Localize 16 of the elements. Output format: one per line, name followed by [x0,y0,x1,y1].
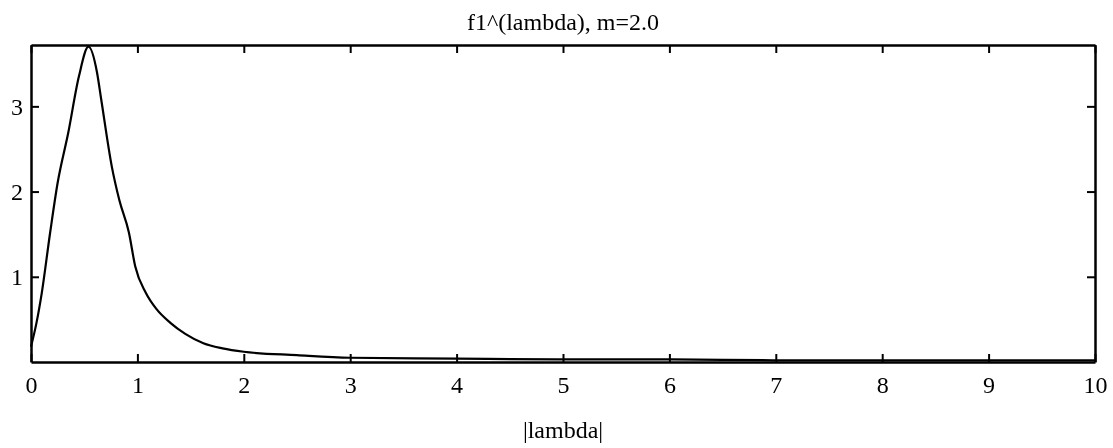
y-tick-label: 2 [11,178,23,205]
y-tick-label: 1 [11,263,23,290]
x-axis-title: |lambda| [522,417,604,443]
x-tick-label: 1 [131,372,144,399]
x-tick-label: 9 [983,372,996,399]
x-tick-label: 4 [451,372,464,399]
x-tick-label: 5 [557,372,570,399]
x-tick-label: 3 [344,372,357,399]
x-tick-label: 2 [238,372,251,399]
x-tick-label: 8 [876,372,889,399]
chart-title: f1^(lambda), m=2.0 [466,9,660,35]
x-tick-label: 0 [25,372,38,399]
x-tick-label: 6 [663,372,676,399]
y-tick-label: 3 [11,93,23,120]
x-tick-label: 10 [1083,372,1108,399]
x-tick-label: 7 [770,372,783,399]
